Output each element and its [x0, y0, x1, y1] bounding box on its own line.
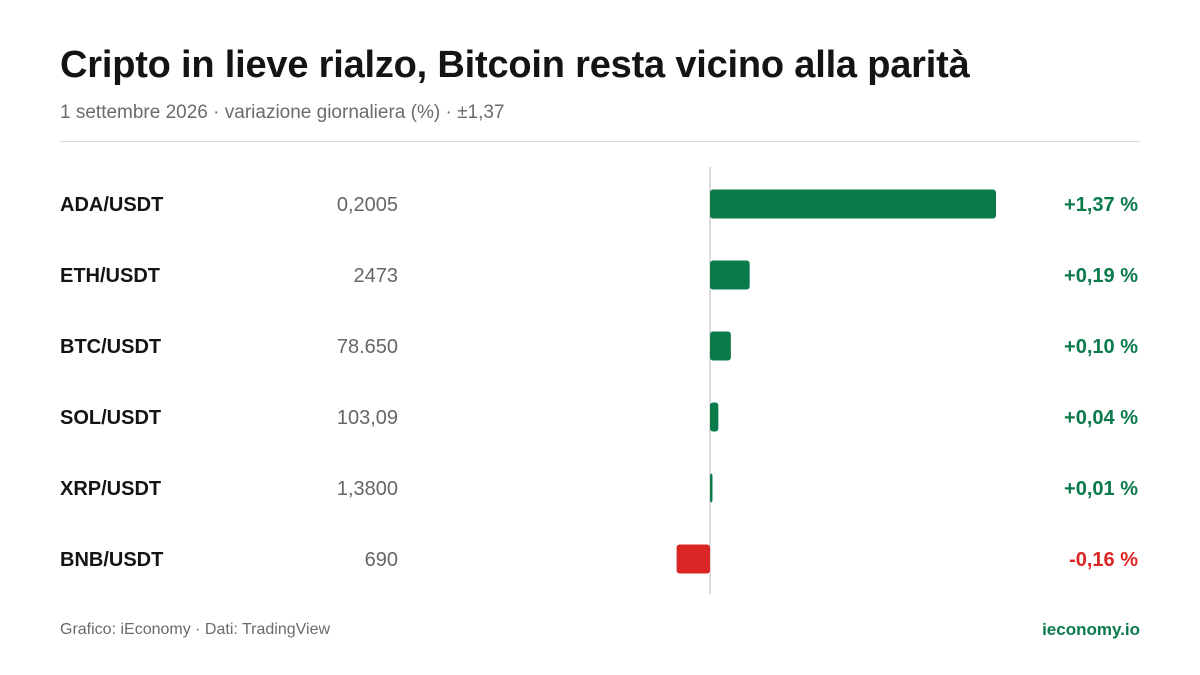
chart-title: Cripto in lieve rialzo, Bitcoin resta vi… — [60, 44, 970, 86]
value-label: +1,37 % — [1064, 194, 1138, 216]
price-label: 78.650 — [337, 336, 398, 358]
price-label: 690 — [365, 549, 398, 571]
value-label: +0,19 % — [1064, 265, 1138, 287]
price-label: 2473 — [354, 265, 399, 287]
value-label: +0,01 % — [1064, 478, 1138, 500]
bar — [710, 189, 996, 219]
bar — [710, 331, 731, 361]
brand-link[interactable]: ieconomy.io — [1042, 620, 1140, 639]
value-label: -0,16 % — [1069, 549, 1138, 571]
pair-label: ADA/USDT — [60, 194, 163, 216]
bar — [710, 473, 713, 503]
pair-label: SOL/USDT — [60, 407, 161, 429]
value-label: +0,10 % — [1064, 336, 1138, 358]
price-label: 103,09 — [337, 407, 398, 429]
source-credit: Grafico: iEconomy · Dati: TradingView — [60, 621, 331, 638]
bar — [676, 544, 710, 574]
pair-label: BTC/USDT — [60, 336, 161, 358]
pair-label: BNB/USDT — [60, 549, 163, 571]
pair-label: XRP/USDT — [60, 478, 161, 500]
price-label: 0,2005 — [337, 194, 398, 216]
header-divider — [60, 141, 1140, 142]
value-label: +0,04 % — [1064, 407, 1138, 429]
bar — [710, 402, 719, 432]
bar — [710, 260, 750, 290]
price-label: 1,3800 — [337, 478, 398, 500]
pair-label: ETH/USDT — [60, 265, 160, 287]
chart-subtitle: 1 settembre 2026 · variazione giornalier… — [60, 102, 505, 123]
